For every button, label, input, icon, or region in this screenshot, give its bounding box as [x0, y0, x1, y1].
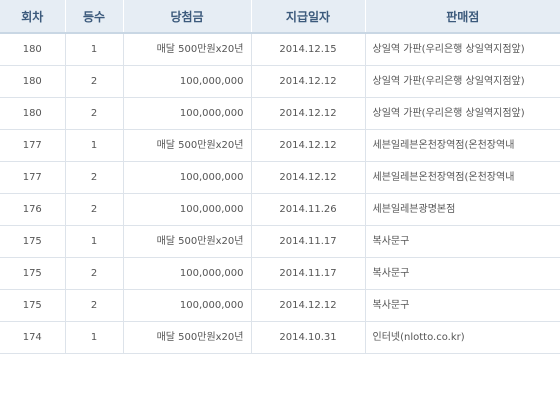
table-row: 175 2 100,000,000 2014.11.17 복사문구: [0, 257, 560, 290]
header-date: 지급일자: [250, 0, 365, 34]
cell-store: 상일역 가판(우리은행 상일역지점앞): [364, 97, 560, 130]
cell-round: 175: [0, 289, 65, 322]
cell-prize: 매달 500만원x20년: [122, 33, 251, 66]
cell-prize: 100,000,000: [122, 257, 251, 290]
header-rank: 등수: [64, 0, 123, 34]
cell-date: 2014.11.26: [250, 193, 365, 226]
table-row: 177 1 매달 500만원x20년 2014.12.12 세븐일레븐온천장역점(온천장…: [0, 129, 560, 162]
cell-round: 177: [0, 129, 65, 162]
cell-round: 180: [0, 97, 65, 130]
cell-prize: 100,000,000: [122, 289, 251, 322]
cell-prize: 100,000,000: [122, 97, 251, 130]
header-prize: 당첨금: [122, 0, 251, 34]
cell-rank: 2: [64, 161, 123, 194]
table-row: 180 2 100,000,000 2014.12.12 상일역 가판(우리은행 상일역…: [0, 97, 560, 130]
cell-round: 175: [0, 257, 65, 290]
cell-rank: 2: [64, 65, 123, 98]
header-store: 판매점: [364, 0, 560, 34]
cell-store: 복사문구: [364, 289, 560, 322]
cell-date: 2014.12.12: [250, 97, 365, 130]
cell-date: 2014.12.15: [250, 33, 365, 66]
cell-round: 175: [0, 225, 65, 258]
cell-rank: 2: [64, 97, 123, 130]
table-header: 회차 등수 당첨금 지급일자 판매점: [0, 0, 560, 34]
table-body: 180 1 매달 500만원x20년 2014.12.15 상일역 가판(우리은행 상일…: [0, 33, 560, 354]
cell-rank: 1: [64, 129, 123, 162]
cell-date: 2014.12.12: [250, 289, 365, 322]
table-row: 177 2 100,000,000 2014.12.12 세븐일레븐온천장역점(온천장역…: [0, 161, 560, 194]
cell-date: 2014.12.12: [250, 161, 365, 194]
cell-store: 인터넷(nlotto.co.kr): [364, 321, 560, 354]
cell-store: 세븐일레븐온천장역점(온천장역내: [364, 161, 560, 194]
cell-store: 상일역 가판(우리은행 상일역지점앞): [364, 65, 560, 98]
table-row: 180 1 매달 500만원x20년 2014.12.15 상일역 가판(우리은행 상일…: [0, 33, 560, 66]
header-round: 회차: [0, 0, 65, 34]
table-row: 176 2 100,000,000 2014.11.26 세븐일레븐광명본점: [0, 193, 560, 226]
cell-round: 176: [0, 193, 65, 226]
cell-rank: 2: [64, 289, 123, 322]
cell-date: 2014.12.12: [250, 129, 365, 162]
cell-date: 2014.11.17: [250, 225, 365, 258]
cell-store: 세븐일레븐온천장역점(온천장역내: [364, 129, 560, 162]
cell-date: 2014.12.12: [250, 65, 365, 98]
cell-store: 상일역 가판(우리은행 상일역지점앞): [364, 33, 560, 66]
table-row: 175 2 100,000,000 2014.12.12 복사문구: [0, 289, 560, 322]
table-row: 180 2 100,000,000 2014.12.12 상일역 가판(우리은행 상일역…: [0, 65, 560, 98]
cell-store: 복사문구: [364, 225, 560, 258]
cell-rank: 2: [64, 257, 123, 290]
cell-round: 174: [0, 321, 65, 354]
cell-round: 180: [0, 65, 65, 98]
cell-rank: 2: [64, 193, 123, 226]
cell-date: 2014.10.31: [250, 321, 365, 354]
cell-prize: 100,000,000: [122, 65, 251, 98]
cell-rank: 1: [64, 225, 123, 258]
cell-prize: 100,000,000: [122, 161, 251, 194]
cell-date: 2014.11.17: [250, 257, 365, 290]
cell-store: 복사문구: [364, 257, 560, 290]
cell-prize: 100,000,000: [122, 193, 251, 226]
cell-prize: 매달 500만원x20년: [122, 321, 251, 354]
cell-round: 177: [0, 161, 65, 194]
table-row: 175 1 매달 500만원x20년 2014.11.17 복사문구: [0, 225, 560, 258]
cell-rank: 1: [64, 321, 123, 354]
cell-store: 세븐일레븐광명본점: [364, 193, 560, 226]
cell-prize: 매달 500만원x20년: [122, 225, 251, 258]
table-row: 174 1 매달 500만원x20년 2014.10.31 인터넷(nlotto.co.…: [0, 321, 560, 354]
cell-round: 180: [0, 33, 65, 66]
winners-table: 회차 등수 당첨금 지급일자 판매점 180 1 매달 500만원x20년 2014.…: [0, 0, 560, 354]
cell-rank: 1: [64, 33, 123, 66]
header-row: 회차 등수 당첨금 지급일자 판매점: [0, 0, 560, 34]
cell-prize: 매달 500만원x20년: [122, 129, 251, 162]
